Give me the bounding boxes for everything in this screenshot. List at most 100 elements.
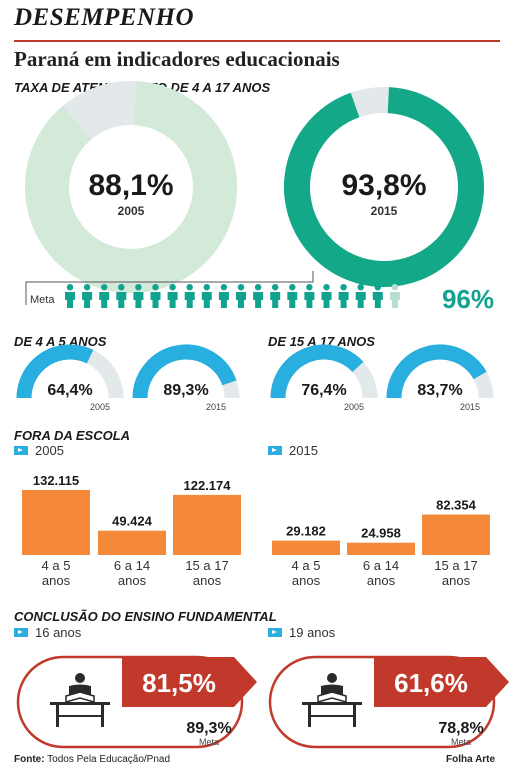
person-icon-body (253, 292, 264, 308)
conclusao-0-value-banner (122, 657, 257, 707)
meta-value: 96% (442, 284, 494, 314)
title-conclusao: CONCLUSÃO DO ENSINO FUNDAMENTAL (14, 609, 277, 624)
conclusao-1-goal-value: 78,8% (438, 720, 483, 737)
student-desk-top (302, 702, 362, 705)
person-icon-head (118, 284, 125, 291)
legend-2005-label: 2005 (35, 443, 64, 458)
legend-arrow-icon (268, 628, 282, 637)
person-icon-body (82, 292, 93, 308)
person-icon (321, 284, 332, 308)
person-icon-head (237, 284, 245, 291)
person-icon-body (201, 292, 212, 308)
bar-category-unit-2005-0: anos (42, 573, 71, 588)
person-icon (270, 284, 281, 308)
person-icon (218, 284, 229, 308)
legend-arrow-icon (268, 446, 282, 455)
gauge-faixa-15-17-2015-value-arc (386, 344, 487, 399)
gauge-faixa-15-17-2015-year-label: 2015 (460, 402, 480, 412)
person-icon-head (66, 284, 74, 291)
person-icon-body (150, 292, 161, 308)
person-icon-body (321, 292, 332, 308)
bar-2015-1 (347, 542, 415, 555)
person-icon-head (186, 284, 193, 291)
person-icon (82, 284, 93, 308)
person-icon-body (287, 292, 298, 308)
person-icon-body (65, 292, 75, 308)
kicker: DESEMPENHO (14, 4, 195, 31)
donut-2005-value-label: 88,1% (88, 169, 173, 202)
person-icon-head (169, 284, 176, 291)
person-icon (201, 284, 212, 308)
gauge-faixa-4-5-2005-value-label: 64,4% (47, 382, 92, 399)
bar-category-label-2015-2: 15 a 17 (434, 558, 477, 573)
conclusao-0-goal-value: 89,3% (186, 720, 231, 737)
person-icon-body (167, 292, 178, 308)
donut-2015-value-label: 93,8% (341, 169, 426, 202)
legend-arrow-icon (14, 446, 28, 455)
gauge-faixa-4-5-2015-year-label: 2015 (206, 402, 226, 412)
gauge-faixa-4-5-2005-year-label: 2005 (90, 402, 110, 412)
gauge-faixa-4-5-2015-value-arc (132, 344, 237, 399)
title-15-17-anos: DE 15 A 17 ANOS (268, 334, 375, 349)
student-desk-bar (56, 715, 104, 717)
legend-2005: 2005 (14, 443, 64, 458)
person-icon-body (184, 292, 195, 308)
gauge-faixa-4-5-2005-value-arc (16, 344, 94, 399)
person-icon (355, 284, 366, 308)
bar-value-label-2015-0: 29.182 (286, 524, 326, 539)
person-icon-body (116, 292, 127, 308)
student-head (75, 673, 85, 683)
bar-category-label-2015-1: 6 a 14 (363, 558, 399, 573)
person-icon (116, 284, 127, 308)
person-icon-head (101, 284, 108, 291)
donut-2005-value-arc (25, 81, 237, 293)
conclusao-0-value-label: 81,5% (142, 668, 216, 698)
donut-2015-year-label: 2015 (371, 204, 398, 218)
person-icon-body (270, 292, 281, 308)
conclusao-1-value-label: 61,6% (394, 668, 468, 698)
person-icon (287, 284, 298, 308)
person-icon-body (372, 292, 383, 308)
bar-value-label-2005-1: 49.424 (112, 514, 153, 529)
person-icon-body (218, 292, 229, 308)
bar-category-label-2005-0: 4 a 5 (42, 558, 71, 573)
person-icon-head (289, 284, 296, 291)
donut-2015-value-arc (284, 87, 484, 287)
legend-16-anos-label: 16 anos (35, 625, 82, 640)
person-icon-body (389, 292, 400, 308)
person-icon (99, 284, 110, 308)
person-icon-head (323, 284, 330, 291)
legend-2015: 2015 (268, 443, 318, 458)
legend-2015-label: 2015 (289, 443, 318, 458)
title-4-5-anos: DE 4 A 5 ANOS (14, 334, 107, 349)
bar-2015-0 (272, 540, 340, 555)
bar-2005-0 (22, 490, 90, 555)
title-fora-da-escola: FORA DA ESCOLA (14, 428, 131, 443)
student-desk-bar (308, 715, 356, 717)
gauge-faixa-15-17-2005-value-label: 76,4% (301, 382, 346, 399)
credit: Folha Arte (446, 754, 496, 765)
bar-category-unit-2015-2: anos (442, 573, 471, 588)
person-icon-head (220, 284, 228, 291)
bar-category-unit-2005-1: anos (118, 573, 147, 588)
person-icon-head (357, 284, 364, 291)
person-icon-head (254, 284, 262, 291)
person-icon-head (135, 284, 142, 291)
source-note: Fonte: Todos Pela Educação/Pnad (14, 754, 171, 765)
meta-bracket (25, 271, 314, 305)
bar-value-label-2015-2: 82.354 (436, 497, 477, 512)
bar-category-label-2005-1: 6 a 14 (114, 558, 150, 573)
bar-category-label-2005-2: 15 a 17 (185, 558, 228, 573)
bar-value-label-2015-1: 24.958 (361, 526, 401, 541)
gauge-faixa-15-17-2015-value-label: 83,7% (417, 382, 462, 399)
person-icon-body (304, 292, 315, 308)
person-icon-body (338, 292, 349, 308)
donut-2005-year-label: 2005 (118, 204, 145, 218)
student-reading-icon (50, 673, 110, 727)
person-icon (253, 284, 264, 308)
person-icon (167, 284, 178, 308)
headline: Paraná em indicadores educacionais (14, 47, 340, 71)
person-icon (304, 284, 315, 308)
bar-category-unit-2005-2: anos (193, 573, 222, 588)
